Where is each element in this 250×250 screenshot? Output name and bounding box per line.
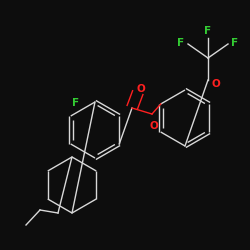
Text: F: F	[204, 26, 212, 36]
Text: F: F	[232, 38, 238, 48]
Text: O: O	[150, 121, 158, 131]
Text: O: O	[212, 79, 220, 89]
Text: F: F	[72, 98, 80, 108]
Text: F: F	[178, 38, 184, 48]
Text: O: O	[136, 84, 145, 94]
